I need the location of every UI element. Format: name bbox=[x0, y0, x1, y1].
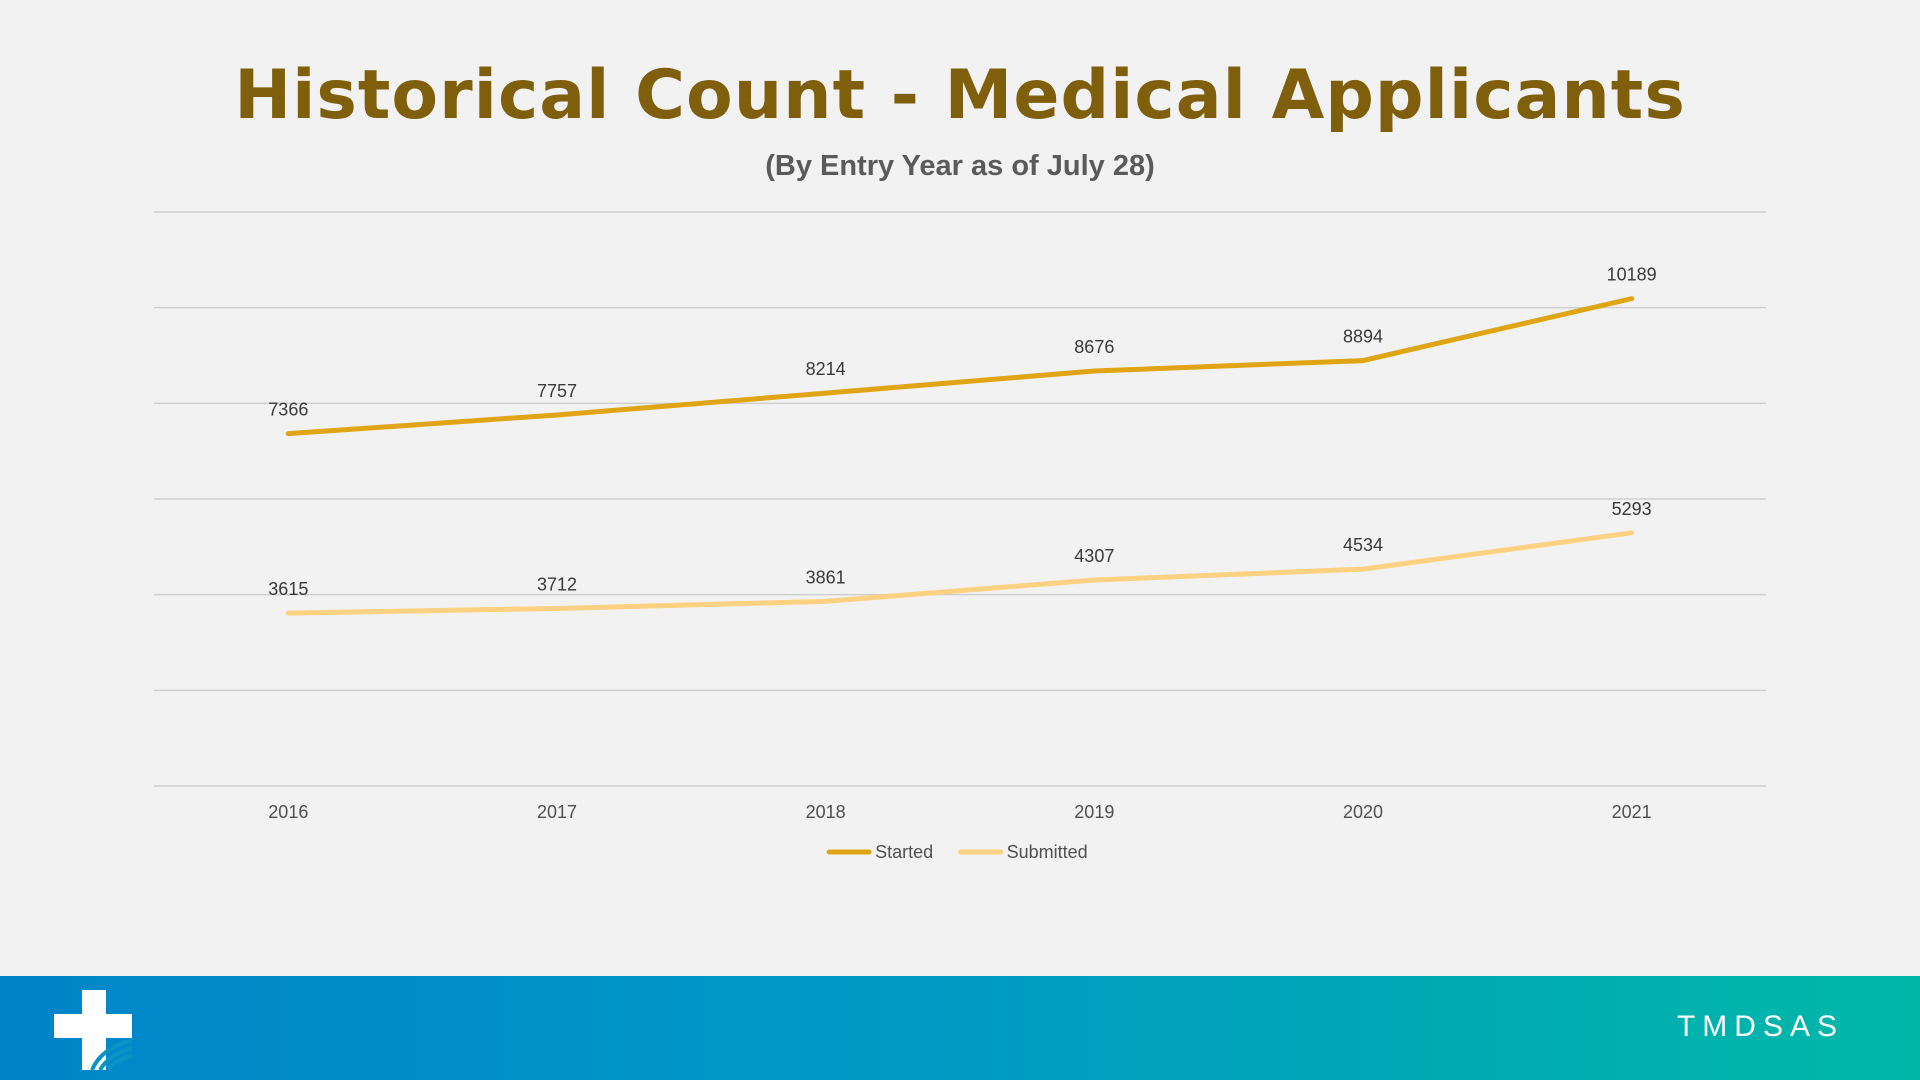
data-label: 7366 bbox=[268, 400, 308, 420]
footer-bar: TMDSAS bbox=[0, 976, 1920, 1080]
x-tick-label: 2016 bbox=[268, 802, 308, 822]
series-line-started bbox=[285, 296, 1635, 437]
data-label: 3712 bbox=[537, 574, 577, 594]
x-tick-label: 2018 bbox=[806, 802, 846, 822]
data-label: 5293 bbox=[1612, 499, 1652, 519]
data-label: 4534 bbox=[1343, 535, 1383, 555]
data-label: 8214 bbox=[806, 359, 846, 379]
data-label: 8676 bbox=[1074, 337, 1114, 357]
series-lines bbox=[285, 296, 1635, 616]
chart-subtitle: (By Entry Year as of July 28) bbox=[765, 150, 1155, 182]
x-tick-label: 2019 bbox=[1074, 802, 1114, 822]
x-tick-label: 2021 bbox=[1612, 802, 1652, 822]
x-tick-label: 2017 bbox=[537, 802, 577, 822]
data-label: 3615 bbox=[268, 579, 308, 599]
x-tick-label: 2020 bbox=[1343, 802, 1383, 822]
data-labels: 7366 7757 8214 8676 8894 10189 3615 3712 3861 430… bbox=[268, 265, 1656, 599]
brand-name: TMDSAS bbox=[1676, 1010, 1844, 1043]
series-line-submitted bbox=[285, 530, 1635, 616]
legend-label-started: Started bbox=[875, 842, 933, 862]
line-chart: 7366 7757 8214 8676 8894 10189 3615 3712 3861 430… bbox=[154, 211, 1766, 862]
data-label: 4307 bbox=[1074, 546, 1114, 566]
data-label: 3861 bbox=[806, 567, 846, 587]
legend-label-submitted: Submitted bbox=[1007, 842, 1088, 862]
x-axis-labels: 2016 2017 2018 2019 2020 2021 bbox=[268, 802, 1651, 822]
data-label: 7757 bbox=[537, 381, 577, 401]
data-label: 10189 bbox=[1607, 265, 1657, 285]
medical-cross-icon bbox=[54, 990, 133, 1070]
chart-title: Historical Count - Medical Applicants bbox=[234, 56, 1686, 135]
gridlines bbox=[154, 211, 1766, 787]
legend: Started Submitted bbox=[826, 842, 1088, 862]
data-label: 8894 bbox=[1343, 327, 1383, 347]
